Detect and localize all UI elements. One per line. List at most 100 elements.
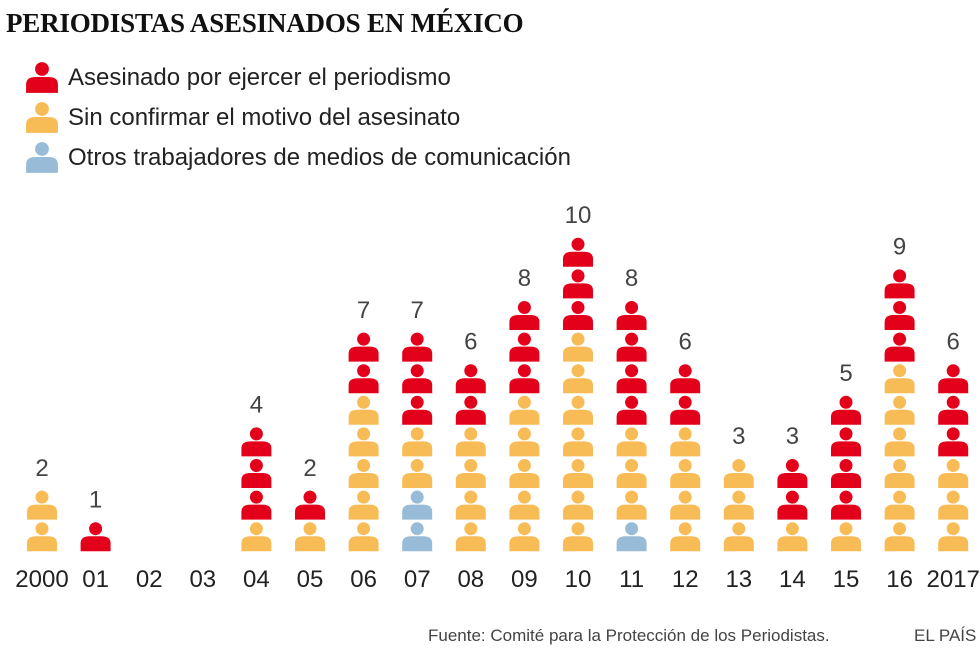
legend-item-red: Asesinado por ejercer el periodismo [22,58,571,98]
count-label: 6 [464,328,477,355]
person-icon-yellow [884,459,915,488]
person-icon-red [831,490,861,520]
year-label: 02 [136,566,163,593]
count-label: 9 [893,234,906,261]
count-label: 2 [35,455,48,482]
person-icon-yellow [938,459,969,488]
person-icon-red [884,332,915,362]
person-icon-yellow [563,364,593,394]
person-icon-yellow [884,395,915,425]
person-icon-red [241,427,272,457]
person-icon-red [777,459,808,488]
person-icon-yellow [884,490,915,520]
legend-label-red: Asesinado por ejercer el periodismo [68,64,451,91]
person-icon-yellow [509,490,540,520]
year-label: 2000 [15,566,68,593]
legend-item-blue: Otros trabajadores de medios de comunica… [22,138,571,178]
year-label: 06 [350,566,377,593]
year-label: 11 [619,566,644,593]
person-icon-red [348,332,379,362]
person-icon-yellow [884,427,915,457]
person-icon-red [938,395,969,425]
person-icon-yellow [723,459,754,488]
year-label: 12 [672,566,699,593]
person-icon-yellow [295,522,325,552]
legend-label-blue: Otros trabajadores de medios de comunica… [68,144,571,171]
person-icon-red [938,427,969,457]
count-label: 2 [303,455,316,482]
person-icon-yellow [26,102,58,133]
person-icon-red [455,364,486,394]
year-label: 07 [404,566,431,593]
person-icon-red [563,301,593,330]
count-label: 8 [518,265,531,292]
person-icon-red [831,459,861,488]
count-label: 6 [679,328,692,355]
legend: Asesinado por ejercer el periodismo Sin … [22,58,571,178]
person-icon-yellow [616,427,647,457]
person-icon-yellow [509,522,540,552]
person-icon-yellow [831,522,861,552]
person-icon-red [777,490,808,520]
person-icon-yellow [509,427,540,457]
person-icon-yellow [348,427,379,457]
person-icon-blue [26,142,58,173]
legend-item-yellow: Sin confirmar el motivo del asesinato [22,98,571,138]
count-label: 6 [947,328,960,355]
person-icon-yellow [563,490,593,520]
person-icon-red [563,237,593,267]
count-label: 1 [89,486,102,513]
person-icon-red [938,364,969,394]
person-icon-yellow [455,459,486,488]
person-icon-yellow [509,459,540,488]
person-icon-yellow [27,522,57,552]
person-icon-red [26,62,58,93]
person-icon-yellow [884,364,915,394]
person-icon-red [616,395,647,425]
person-icon-blue [402,490,433,520]
year-label: 04 [243,566,270,593]
person-icon-yellow [670,522,701,552]
person-icon-red [509,364,540,394]
person-icon-red [241,490,272,520]
year-label: 01 [82,566,109,593]
person-icon-red [295,490,325,520]
person-icon-red [616,364,647,394]
year-label: 09 [511,566,538,593]
person-icon-red [670,395,701,425]
person-icon-yellow [938,522,969,552]
person-icon-yellow [616,490,647,520]
person-icon-yellow [670,490,701,520]
source-note: Fuente: Comité para la Protección de los… [428,626,830,645]
person-icon-blue [402,522,433,552]
count-label: 3 [732,423,745,450]
person-icon-yellow [348,522,379,552]
person-icon-yellow [563,332,593,362]
person-icon-yellow [723,522,754,552]
person-icon-yellow [670,459,701,488]
person-icon-yellow [402,459,433,488]
count-label: 4 [250,392,263,419]
person-icon-yellow [938,490,969,520]
person-icon-red [563,269,593,299]
year-label: 15 [833,566,860,593]
year-label: 13 [725,566,752,593]
person-icon-yellow [563,459,593,488]
person-icon-yellow [670,427,701,457]
person-icon-yellow [455,490,486,520]
person-icon-yellow [348,395,379,425]
person-icon-yellow [241,522,272,552]
person-icon-yellow [348,459,379,488]
pictogram-chart: 2 2000 1 01 02 03 4 04 2 05 7 06 7 07 6 08 8 09 10 10 8 11 6 12… [15,202,980,593]
person-icon-yellow [509,395,540,425]
person-icon-yellow [402,427,433,457]
year-label: 08 [457,566,484,593]
person-icon-yellow [27,490,57,520]
person-icon-red [241,459,272,488]
person-icon-blue [616,522,647,552]
person-icon-red [509,332,540,362]
person-icon-red [884,301,915,330]
person-icon-red [455,395,486,425]
count-label: 8 [625,265,638,292]
person-icon-yellow [723,490,754,520]
